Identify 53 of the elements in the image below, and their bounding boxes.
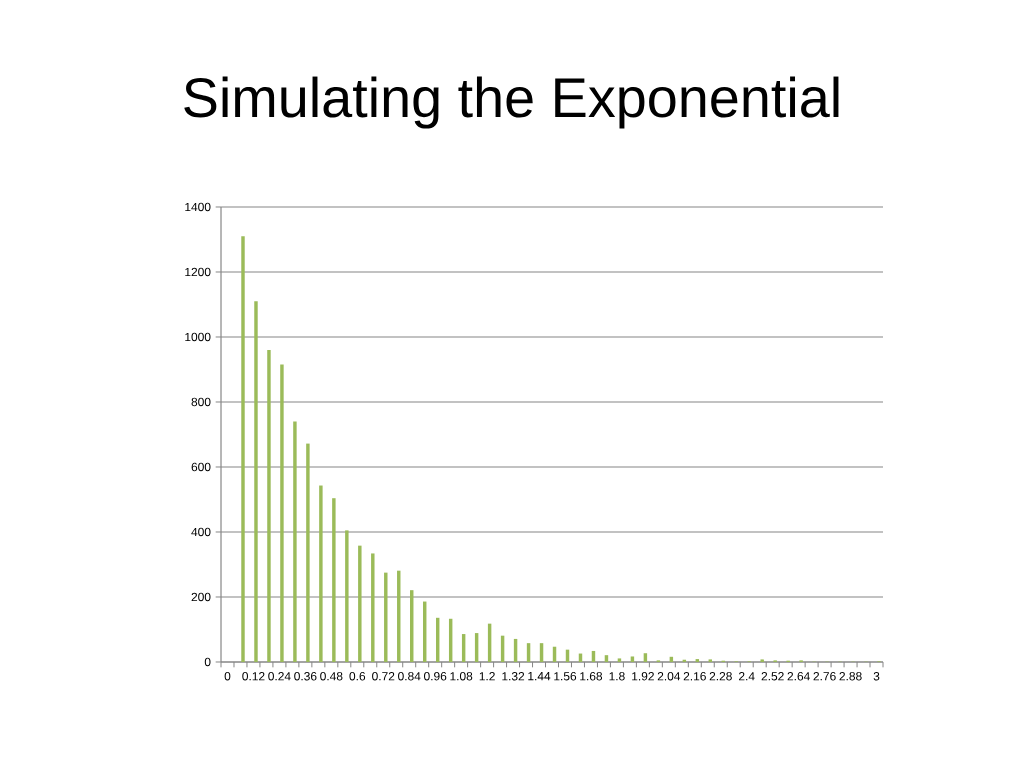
bar (708, 659, 713, 662)
x-tick-label: 2.88 (839, 672, 862, 681)
x-tick-label: 2.52 (761, 672, 784, 681)
x-tick-label: 1.08 (450, 672, 473, 681)
x-tick-label: 0.12 (242, 672, 265, 681)
x-tick-label: 2.4 (739, 672, 755, 681)
bar (358, 545, 362, 662)
x-tick-label: 0.72 (372, 672, 395, 681)
x-tick-label: 0 (224, 672, 231, 681)
bar (319, 485, 323, 662)
bar (267, 349, 271, 662)
bar (254, 301, 258, 662)
x-tick-label: 2.64 (787, 672, 810, 681)
bar (332, 498, 336, 662)
x-tick-label: 0.6 (349, 672, 366, 681)
y-tick-label: 800 (191, 397, 211, 407)
x-tick-label: 0.48 (320, 672, 343, 681)
x-tick-label: 1.56 (554, 672, 577, 681)
x-tick-label: 3 (873, 672, 880, 681)
x-tick-label: 1.32 (502, 672, 525, 681)
chart-title: Simulating the Exponential (184, 76, 839, 129)
x-tick-label: 0.84 (398, 672, 421, 681)
x-tick-label: 0.96 (424, 672, 447, 681)
x-tick-label: 2.04 (657, 672, 681, 681)
y-tick-label: 1000 (185, 332, 211, 342)
x-tick-label: 1.92 (632, 672, 654, 681)
bar (384, 572, 388, 662)
bar (241, 236, 245, 662)
y-tick-label: 200 (191, 592, 211, 602)
bar (617, 658, 622, 662)
bar (293, 421, 297, 662)
bar (695, 659, 700, 662)
x-tick-label: 0.24 (268, 672, 291, 681)
x-tick-label: 0.36 (294, 672, 317, 681)
x-tick-label: 2.16 (683, 672, 706, 681)
bar (630, 656, 635, 662)
x-tick-label: 2.28 (709, 672, 732, 681)
x-tick-label: 1.44 (528, 672, 551, 681)
x-tick-label: 1.8 (609, 672, 625, 681)
bar (280, 364, 284, 662)
y-tick-label: 1400 (185, 202, 211, 212)
bar (371, 553, 375, 662)
y-tick-label: 1200 (185, 267, 211, 277)
y-tick-label: 400 (191, 527, 211, 537)
bar (345, 530, 349, 662)
x-tick-label: 2.76 (813, 672, 836, 681)
bar (643, 653, 648, 662)
y-tick-label: 600 (191, 462, 211, 472)
bar (306, 443, 310, 662)
x-tick-label: 1.2 (479, 672, 495, 681)
y-tick-label: 0 (204, 657, 211, 667)
bar (760, 659, 764, 662)
x-tick-label: 1.68 (580, 672, 603, 681)
